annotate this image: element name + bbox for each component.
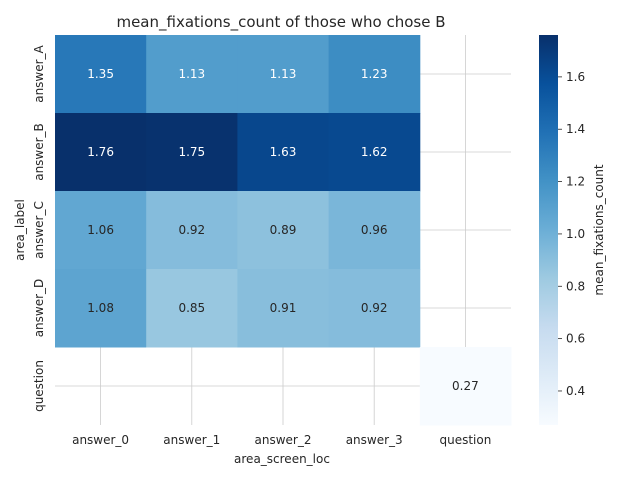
heatmap-cell: [237, 191, 330, 270]
x-tick-label: answer_2: [255, 433, 312, 447]
y-axis-label: area_label: [13, 199, 27, 261]
x-axis-label: area_screen_loc: [234, 452, 330, 466]
x-tick-label: answer_3: [346, 433, 403, 447]
heatmap-cell: [146, 113, 238, 192]
colorbar: [539, 35, 558, 425]
heatmap-cell: [55, 35, 147, 114]
cell-value-label: 1.23: [361, 67, 388, 81]
heatmap-cell: [146, 191, 238, 270]
cell-value-label: 0.27: [452, 379, 479, 393]
y-tick-label: question: [32, 360, 46, 412]
heatmap-cells: 1.35 1.13 1.13 1.23 1.76 1.75 1.63 1.62 1.06 0.92…: [55, 35, 512, 426]
colorbar-tick-label: 1.4: [566, 122, 585, 136]
y-tick-label: answer_D: [32, 279, 46, 338]
cell-value-label: 1.13: [270, 67, 297, 81]
heatmap-cell: [237, 269, 330, 348]
colorbar-tick-label: 0.4: [566, 384, 585, 398]
cell-value-label: 1.06: [87, 223, 114, 237]
heatmap-cell: [419, 347, 512, 426]
cell-value-label: 0.96: [361, 223, 388, 237]
cell-value-label: 0.92: [178, 223, 205, 237]
cell-value-label: 1.62: [361, 145, 388, 159]
cell-value-label: 1.08: [87, 301, 114, 315]
cell-value-label: 1.35: [87, 67, 114, 81]
cell-value-label: 0.92: [361, 301, 388, 315]
heatmap-cell: [237, 113, 330, 192]
heatmap-cell: [146, 35, 238, 114]
y-tick-label: answer_B: [32, 123, 46, 181]
cell-value-label: 1.13: [178, 67, 205, 81]
cell-value-label: 0.89: [270, 223, 297, 237]
heatmap-cell: [55, 191, 147, 270]
heatmap-cell: [146, 269, 238, 348]
colorbar-tick-label: 0.8: [566, 279, 585, 293]
cell-value-label: 0.85: [178, 301, 205, 315]
heatmap-cell: [328, 35, 421, 114]
heatmap-cell: [328, 113, 421, 192]
heatmap-cell: [328, 191, 421, 270]
cell-value-label: 0.91: [270, 301, 297, 315]
colorbar-tick-label: 1.2: [566, 175, 585, 189]
x-tick-label: question: [439, 433, 491, 447]
y-tick-labels: answer_A answer_B answer_C answer_D question: [32, 44, 46, 411]
cell-value-label: 1.63: [270, 145, 297, 159]
heatmap-cell: [55, 113, 147, 192]
colorbar-tick-label: 1.6: [566, 70, 585, 84]
colorbar-tick-label: 1.0: [566, 227, 585, 241]
colorbar-label: mean_fixations_count: [592, 164, 606, 295]
chart-title: mean_fixations_count of those who chose …: [116, 13, 445, 32]
cell-value-label: 1.76: [87, 145, 114, 159]
x-tick-label: answer_0: [72, 433, 129, 447]
colorbar-ticks: 0.4 0.6 0.8 1.0 1.2 1.4 1.6: [558, 70, 585, 398]
y-tick-label: answer_A: [32, 44, 46, 102]
y-tick-label: answer_C: [32, 201, 46, 259]
cell-value-label: 1.75: [178, 145, 205, 159]
heatmap-cell: [55, 269, 147, 348]
x-tick-labels: answer_0 answer_1 answer_2 answer_3 question: [72, 433, 491, 447]
colorbar-tick-label: 0.6: [566, 332, 585, 346]
heatmap-cell: [328, 269, 421, 348]
heatmap-cell: [237, 35, 330, 114]
x-tick-label: answer_1: [163, 433, 220, 447]
